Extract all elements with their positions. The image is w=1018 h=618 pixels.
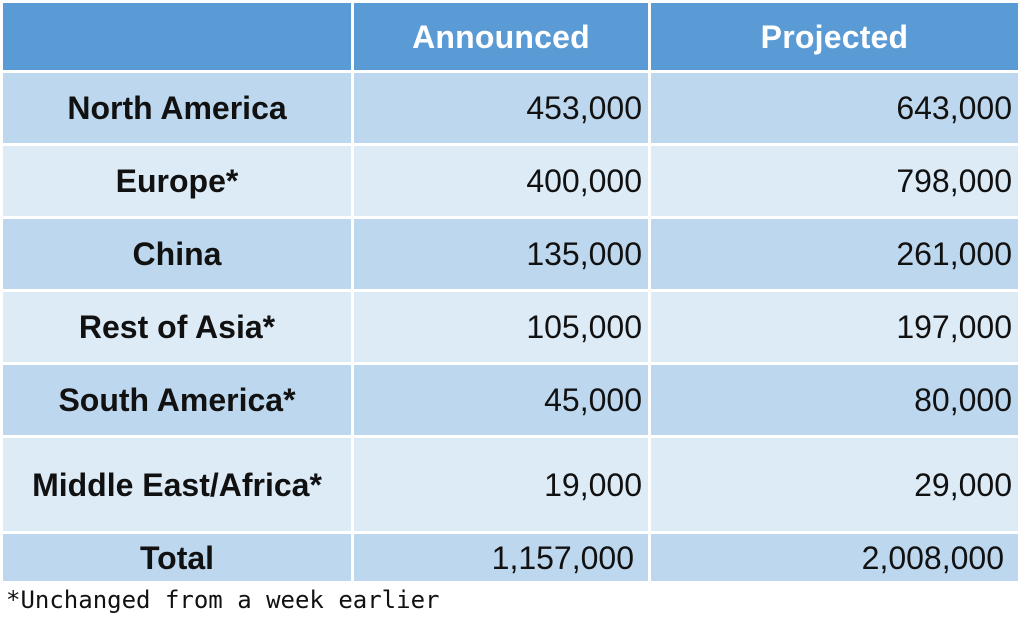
region-cell: Rest of Asia*: [0, 289, 354, 365]
table-row: China 135,000 261,000: [0, 216, 1018, 292]
projected-cell: 643,000: [648, 70, 1018, 146]
total-projected-cell: 2,008,000: [648, 531, 1018, 584]
table-row: Middle East/Africa* 19,000 29,000: [0, 435, 1018, 534]
table-row: North America 453,000 643,000: [0, 70, 1018, 146]
region-cell: North America: [0, 70, 354, 146]
header-corner-cell: [0, 0, 354, 73]
projected-cell: 80,000: [648, 362, 1018, 438]
announced-cell: 45,000: [351, 362, 651, 438]
region-cell: Europe*: [0, 143, 354, 219]
announced-cell: 135,000: [351, 216, 651, 292]
projected-cell: 261,000: [648, 216, 1018, 292]
table-row: Europe* 400,000 798,000: [0, 143, 1018, 219]
table-row: Rest of Asia* 105,000 197,000: [0, 289, 1018, 365]
table-header-row: Announced Projected: [0, 0, 1018, 73]
total-row: Total 1,157,000 2,008,000: [0, 531, 1018, 584]
table-row: South America* 45,000 80,000: [0, 362, 1018, 438]
total-announced-cell: 1,157,000: [351, 531, 651, 584]
capacity-table-container: Announced Projected North America 453,00…: [0, 0, 1018, 584]
announced-cell: 400,000: [351, 143, 651, 219]
projected-cell: 197,000: [648, 289, 1018, 365]
projected-cell: 798,000: [648, 143, 1018, 219]
header-projected: Projected: [648, 0, 1018, 73]
announced-cell: 105,000: [351, 289, 651, 365]
region-cell: China: [0, 216, 354, 292]
announced-cell: 453,000: [351, 70, 651, 146]
region-cell: Middle East/Africa*: [0, 435, 354, 534]
footnote: *Unchanged from a week earlier: [6, 586, 440, 614]
capacity-table: Announced Projected North America 453,00…: [0, 0, 1018, 584]
header-announced: Announced: [351, 0, 651, 73]
region-cell: South America*: [0, 362, 354, 438]
announced-cell: 19,000: [351, 435, 651, 534]
total-label-cell: Total: [0, 531, 354, 584]
projected-cell: 29,000: [648, 435, 1018, 534]
